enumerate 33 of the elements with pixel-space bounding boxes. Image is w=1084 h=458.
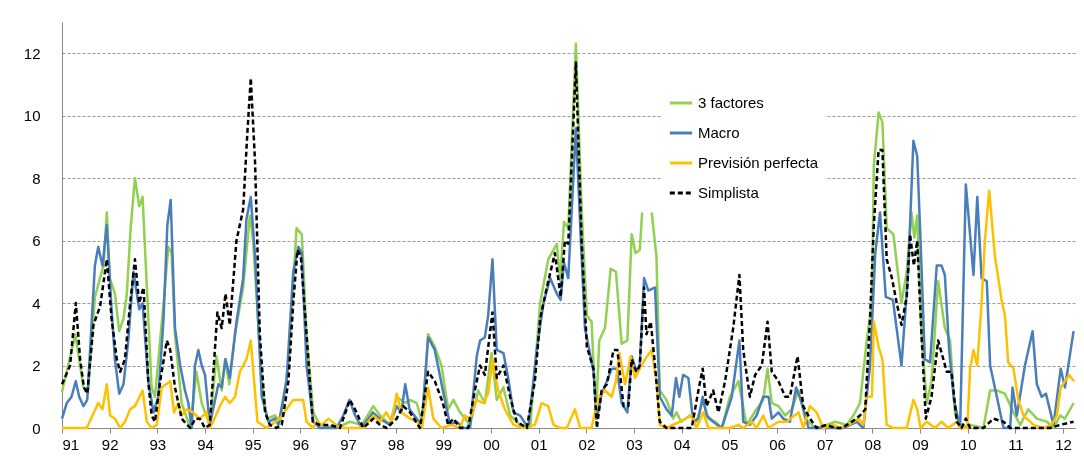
x-tick-label: 05 [721, 435, 739, 453]
legend-label: Previsión perfecta [698, 154, 819, 171]
y-tick-label: 6 [32, 232, 41, 250]
x-tick-label: 99 [435, 435, 453, 453]
x-tick-label: 04 [673, 435, 691, 453]
y-tick-label: 8 [32, 169, 41, 187]
x-tick-label: 06 [769, 435, 786, 453]
x-tick-label: 92 [101, 435, 119, 453]
x-tick-label: 95 [244, 435, 262, 453]
y-tick-label: 0 [32, 419, 41, 437]
x-tick-label: 02 [578, 435, 596, 453]
x-tick-label: 09 [912, 435, 929, 453]
y-tick-label: 4 [32, 294, 41, 312]
legend-label: 3 factores [698, 94, 764, 111]
y-tick-label: 2 [32, 357, 41, 375]
x-tick-label: 10 [959, 435, 977, 453]
legend-label: Macro [698, 124, 740, 141]
x-tick-label: 12 [1055, 435, 1072, 453]
x-tick-label: 94 [197, 435, 214, 453]
y-tick-label: 10 [23, 107, 41, 125]
y-tick-label: 12 [23, 44, 41, 62]
x-tick-label: 08 [864, 435, 882, 453]
x-tick-label: 03 [626, 435, 643, 453]
x-tick-label: 93 [149, 435, 167, 453]
x-tick-label: 98 [387, 435, 405, 453]
x-tick-label: 11 [1008, 435, 1024, 453]
x-tick-label: 00 [483, 435, 500, 453]
legend-label: Simplista [698, 184, 760, 201]
x-tick-label: 91 [62, 435, 80, 453]
x-tick-label: 07 [816, 435, 834, 453]
x-tick-label: 96 [292, 435, 310, 453]
x-tick-label: 01 [530, 435, 548, 453]
x-tick-label: 97 [340, 435, 357, 453]
